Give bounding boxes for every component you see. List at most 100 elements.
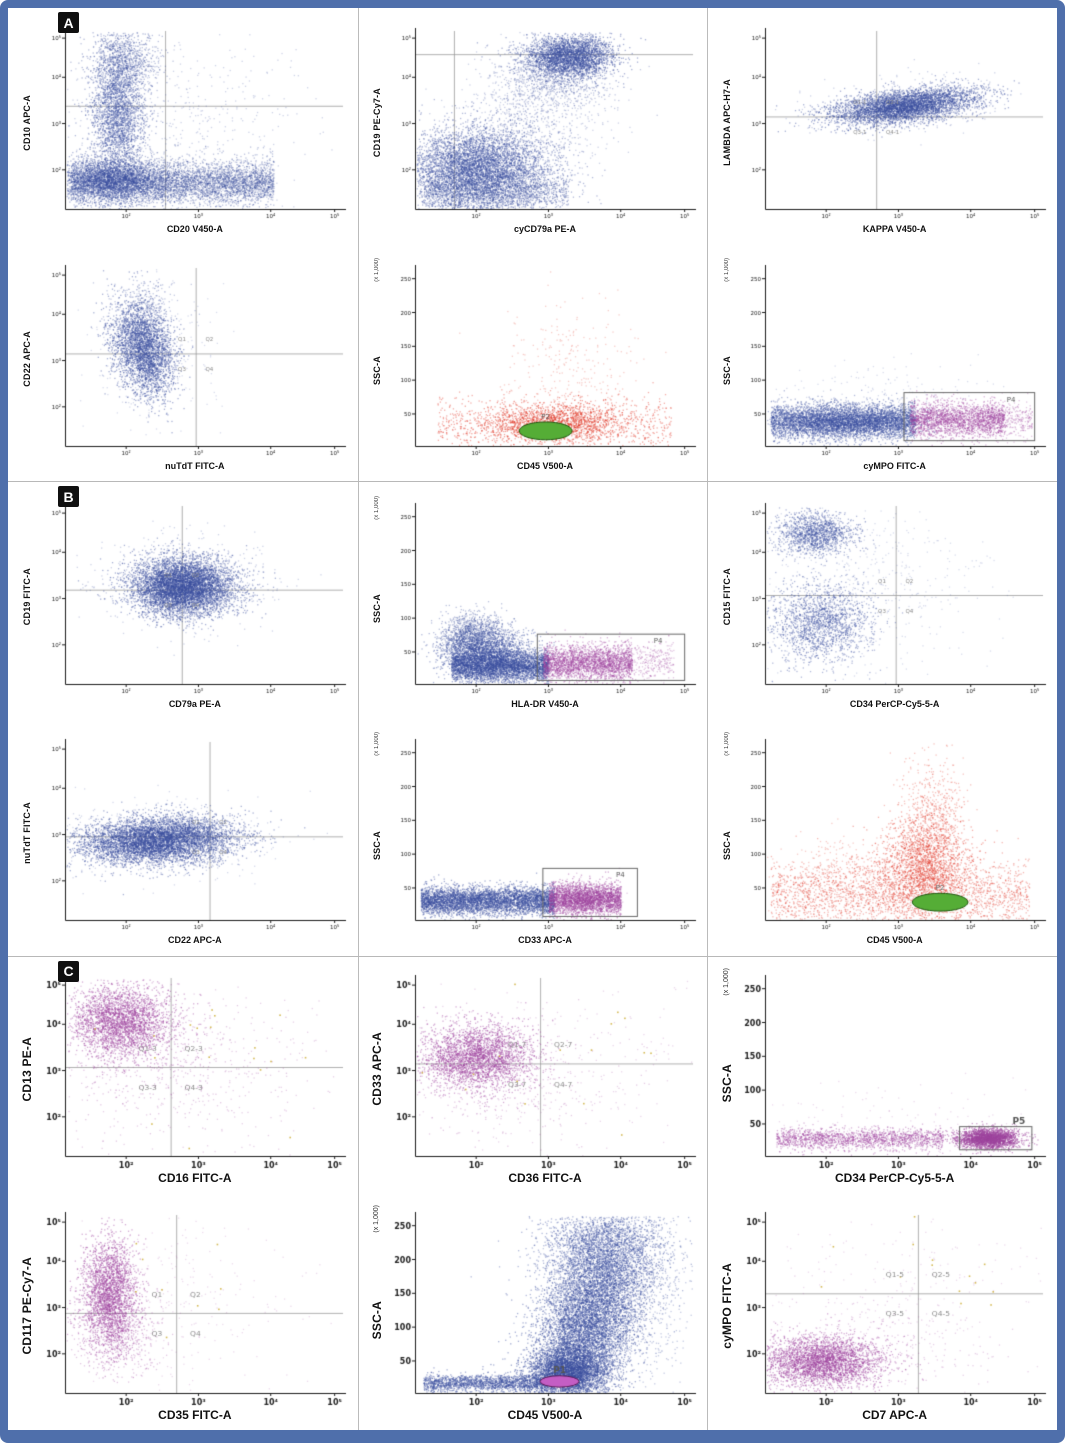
x-axis-label: CD79a PE-A bbox=[168, 698, 221, 709]
panel-a-plot-grid: CD10 APC-A CD20 V450-A CD19 PE-Cy7-A cyC… bbox=[8, 8, 1057, 482]
y-axis-area: nuTdT FITC-A bbox=[15, 730, 39, 934]
plot-row: (x 1,000) SSC-A bbox=[715, 256, 1051, 461]
y-axis-area: (x 1,000) SSC-A bbox=[365, 730, 389, 934]
y-axis-area: cyMPO FITC-A bbox=[715, 1203, 739, 1407]
y-axis-label: SSC-A bbox=[719, 1063, 734, 1103]
plot-A2: CD19 PE-Cy7-A cyCD79a PE-A bbox=[357, 8, 708, 245]
y-axis-label: CD10 APC-A bbox=[21, 94, 32, 151]
plot-row: (x 1,000) SSC-A bbox=[365, 730, 701, 935]
y-axis-area: (x 1,000) SSC-A bbox=[715, 730, 739, 934]
y-axis-label: cyMPO FITC-A bbox=[719, 1263, 734, 1349]
scatter-plot-canvas bbox=[738, 256, 1051, 461]
y-axis-label: CD19 FITC-A bbox=[21, 568, 32, 626]
plot-row: LAMBDA APC-H7-A bbox=[715, 19, 1051, 224]
plot-A6: (x 1,000) SSC-A cyMPO FITC-A bbox=[707, 244, 1057, 482]
x-axis-label: CD16 FITC-A bbox=[158, 1171, 232, 1186]
plot-row: nuTdT FITC-A bbox=[15, 730, 351, 935]
scatter-plot-canvas bbox=[738, 1202, 1051, 1407]
y-axis-area: (x 1,000) SSC-A bbox=[365, 1203, 389, 1407]
panel-a: A CD10 APC-A CD20 V450-A CD19 PE-Cy7-A c… bbox=[8, 8, 1057, 482]
scatter-plot-canvas bbox=[38, 493, 351, 698]
scatter-plot-canvas bbox=[38, 256, 351, 461]
y-axis-unit-note: (x 1,000) bbox=[373, 1204, 381, 1233]
y-axis-label: LAMBDA APC-H7-A bbox=[721, 79, 732, 166]
panel-label-b: B bbox=[58, 486, 79, 508]
y-axis-label: SSC-A bbox=[721, 356, 732, 386]
plot-A3: LAMBDA APC-H7-A KAPPA V450-A bbox=[707, 8, 1057, 245]
plot-row: CD33 APC-A bbox=[365, 966, 701, 1171]
x-axis-label: CD45 V500-A bbox=[866, 935, 923, 946]
x-axis-label: CD22 APC-A bbox=[167, 935, 222, 946]
plot-B3: CD15 FITC-A CD34 PerCP-Cy5-5-A bbox=[707, 482, 1057, 719]
y-axis-label: CD15 FITC-A bbox=[721, 568, 732, 626]
panel-label-a: A bbox=[58, 12, 79, 33]
y-axis-label: CD19 PE-Cy7-A bbox=[371, 87, 382, 157]
x-axis-label: HLA-DR V450-A bbox=[511, 698, 579, 709]
plot-row: CD22 APC-A bbox=[15, 256, 351, 461]
y-axis-label: SSC-A bbox=[721, 830, 732, 860]
plot-B5: (x 1,000) SSC-A CD33 APC-A bbox=[357, 718, 708, 956]
y-axis-area: (x 1,000) SSC-A bbox=[715, 256, 739, 460]
scatter-plot-canvas bbox=[388, 966, 701, 1171]
y-axis-area: CD19 PE-Cy7-A bbox=[365, 19, 389, 223]
scatter-plot-canvas bbox=[738, 966, 1051, 1171]
panel-label-c: C bbox=[58, 960, 79, 982]
plot-C1: CD13 PE-A CD16 FITC-A bbox=[8, 957, 358, 1194]
scatter-plot-canvas bbox=[388, 1202, 701, 1407]
y-axis-unit-note: (x 1,000) bbox=[373, 732, 380, 757]
plot-row: CD13 PE-A bbox=[15, 966, 351, 1171]
y-axis-area: (x 1,000) SSC-A bbox=[365, 494, 389, 698]
scatter-plot-canvas bbox=[38, 966, 351, 1171]
plot-B4: nuTdT FITC-A CD22 APC-A bbox=[8, 719, 358, 956]
panel-b: B CD19 FITC-A CD79a PE-A (x 1,000) SSC-A… bbox=[8, 481, 1057, 956]
x-axis-label: cyMPO FITC-A bbox=[863, 461, 926, 472]
y-axis-unit-note: (x 1,000) bbox=[723, 968, 731, 996]
plot-row: CD15 FITC-A bbox=[715, 493, 1051, 698]
x-axis-label: CD45 V500-A bbox=[507, 1407, 583, 1422]
y-axis-label: SSC-A bbox=[371, 356, 382, 386]
x-axis-label: CD35 FITC-A bbox=[158, 1407, 232, 1422]
plot-row: CD117 PE-Cy7-A bbox=[15, 1202, 351, 1407]
y-axis-unit-note: (x 1,000) bbox=[373, 495, 380, 520]
y-axis-area: CD15 FITC-A bbox=[715, 494, 739, 698]
x-axis-label: CD45 V500-A bbox=[516, 461, 573, 472]
y-axis-area: CD19 FITC-A bbox=[15, 494, 39, 698]
plot-B6: (x 1,000) SSC-A CD45 V500-A bbox=[707, 718, 1057, 956]
x-axis-label: CD34 PerCP-Cy5-5-A bbox=[834, 1171, 955, 1186]
plot-A1: CD10 APC-A CD20 V450-A bbox=[8, 8, 358, 245]
plot-A4: CD22 APC-A nuTdT FITC-A bbox=[8, 245, 358, 482]
scatter-plot-canvas bbox=[738, 730, 1051, 935]
y-axis-area: CD13 PE-A bbox=[15, 966, 39, 1170]
x-axis-label: CD36 FITC-A bbox=[508, 1171, 582, 1186]
plot-C2: CD33 APC-A CD36 FITC-A bbox=[357, 956, 708, 1194]
plot-row: (x 1,000) SSC-A bbox=[715, 966, 1051, 1171]
y-axis-area: (x 1,000) SSC-A bbox=[365, 256, 389, 460]
plot-C3: (x 1,000) SSC-A CD34 PerCP-Cy5-5-A bbox=[707, 956, 1057, 1194]
y-axis-label: SSC-A bbox=[371, 594, 382, 624]
panel-b-plot-grid: CD19 FITC-A CD79a PE-A (x 1,000) SSC-A H… bbox=[8, 482, 1057, 956]
plot-C5: (x 1,000) SSC-A CD45 V500-A bbox=[357, 1193, 708, 1430]
y-axis-area: CD117 PE-Cy7-A bbox=[15, 1203, 39, 1407]
scatter-plot-canvas bbox=[738, 19, 1051, 224]
scatter-plot-canvas bbox=[388, 493, 701, 698]
scatter-plot-canvas bbox=[738, 493, 1051, 698]
scatter-plot-canvas bbox=[388, 730, 701, 935]
plot-C6: cyMPO FITC-A CD7 APC-A bbox=[707, 1193, 1057, 1430]
plot-B2: (x 1,000) SSC-A HLA-DR V450-A bbox=[357, 482, 708, 719]
y-axis-label: nuTdT FITC-A bbox=[21, 802, 32, 865]
plot-row: (x 1,000) SSC-A bbox=[715, 730, 1051, 935]
plot-row: (x 1,000) SSC-A bbox=[365, 1202, 701, 1407]
scatter-plot-canvas bbox=[38, 19, 351, 224]
y-axis-label: CD13 PE-A bbox=[19, 1037, 34, 1102]
x-axis-label: KAPPA V450-A bbox=[862, 224, 927, 235]
plot-row: CD10 APC-A bbox=[15, 19, 351, 224]
x-axis-label: CD7 APC-A bbox=[862, 1407, 928, 1422]
x-axis-label: CD33 APC-A bbox=[518, 935, 572, 946]
y-axis-label: CD22 APC-A bbox=[21, 331, 32, 387]
scatter-plot-canvas bbox=[38, 730, 351, 935]
y-axis-area: CD22 APC-A bbox=[15, 256, 39, 460]
plot-row: cyMPO FITC-A bbox=[715, 1202, 1051, 1407]
scatter-plot-canvas bbox=[388, 256, 701, 461]
x-axis-label: nuTdT FITC-A bbox=[165, 461, 225, 472]
